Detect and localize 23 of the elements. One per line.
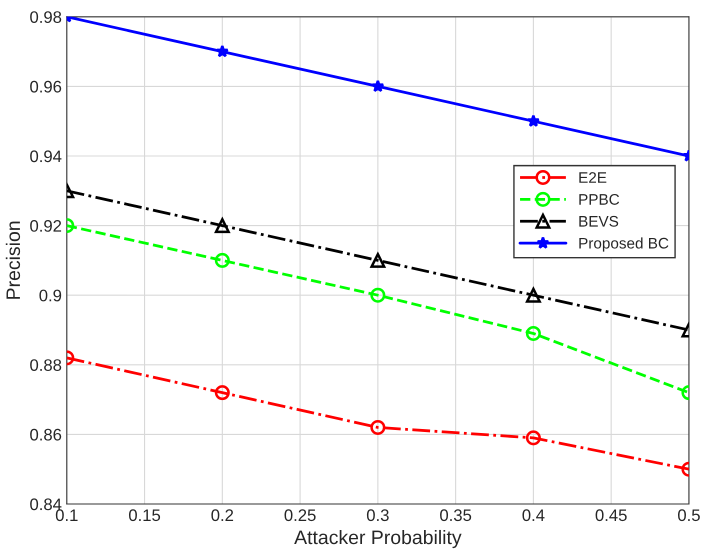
x-tick-label: 0.25 bbox=[284, 509, 316, 522]
legend-label: PPBC bbox=[579, 194, 620, 205]
x-axis-title: Attacker Probability bbox=[294, 530, 462, 548]
y-tick-label: 0.98 bbox=[30, 11, 62, 24]
x-tick-label: 0.5 bbox=[678, 509, 700, 522]
x-tick-label: 0.15 bbox=[128, 509, 160, 522]
y-tick-label: 0.92 bbox=[30, 220, 62, 232]
y-tick-label: 0.94 bbox=[30, 150, 62, 162]
x-tick-label: 0.4 bbox=[522, 509, 544, 522]
y-tick-label: 0.84 bbox=[30, 498, 62, 510]
legend-label: BEVS bbox=[579, 216, 618, 227]
legend-label: Proposed BC bbox=[579, 237, 668, 252]
x-tick-label: 0.35 bbox=[440, 509, 472, 522]
x-tick-label: 0.45 bbox=[596, 509, 627, 522]
y-tick-label: 0.96 bbox=[30, 80, 62, 93]
x-tick-label: 0.3 bbox=[366, 509, 389, 522]
y-tick-label: 0.88 bbox=[30, 359, 62, 372]
x-tick-label: 0.2 bbox=[211, 509, 234, 522]
x-tick-label: 0.1 bbox=[56, 509, 78, 522]
y-tick-label: 0.86 bbox=[30, 428, 62, 441]
y-axis-title: Precision bbox=[6, 222, 20, 299]
y-tick-label: 0.9 bbox=[39, 290, 62, 302]
legend-label: E2E bbox=[579, 172, 606, 183]
